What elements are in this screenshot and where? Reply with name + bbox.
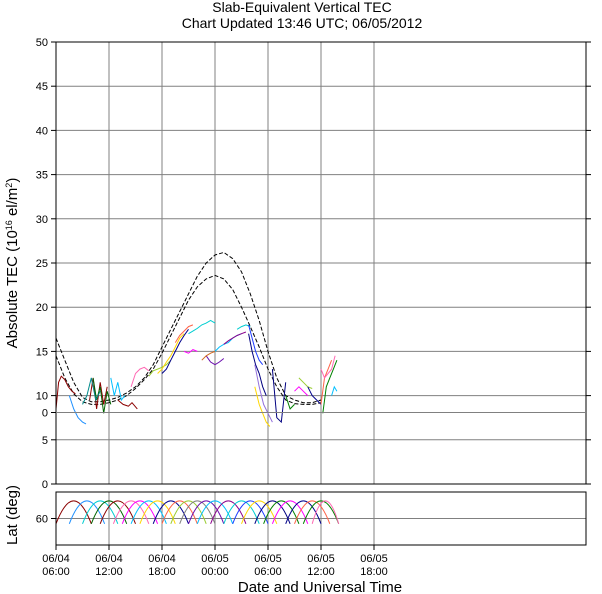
tec-series-line bbox=[188, 319, 216, 335]
tec-series-line bbox=[205, 355, 225, 366]
tec-series-line bbox=[161, 329, 189, 374]
tec-model-curve bbox=[55, 251, 322, 404]
tec-series-line bbox=[130, 366, 150, 387]
tec-series-line bbox=[55, 375, 76, 409]
y-tick-label: 40 bbox=[36, 125, 48, 137]
x-axis-title: Date and Universal Time bbox=[238, 579, 402, 594]
y-tick-label: 35 bbox=[36, 170, 48, 182]
latitude-panel: 0 60 bbox=[36, 408, 587, 546]
tec-series-line bbox=[248, 333, 267, 396]
tec-series-line bbox=[92, 377, 112, 414]
lat-track-arc bbox=[152, 500, 189, 524]
lat-track-arc bbox=[68, 500, 106, 524]
lat-track-arc bbox=[232, 500, 269, 524]
tec-series-line bbox=[248, 324, 264, 366]
x-axis-ticks: 06/0406:0006/0412:0006/0418:0006/0500:00… bbox=[42, 545, 388, 578]
lat-track-arc bbox=[121, 500, 159, 524]
lat-tick-label: 0 bbox=[42, 408, 48, 420]
tec-series-line bbox=[201, 350, 216, 361]
tec-series-line bbox=[254, 386, 271, 427]
tec-series-line bbox=[271, 369, 287, 424]
y-tick-label: 10 bbox=[36, 391, 48, 403]
lat-track-arc bbox=[302, 500, 340, 524]
y-tick-label: 50 bbox=[36, 37, 48, 49]
y-tick-label: 0 bbox=[42, 479, 48, 491]
x-tick-date-label: 06/05 bbox=[307, 553, 335, 565]
tec-series-line bbox=[298, 377, 313, 389]
chart-title: Slab-Equivalent Vertical TEC bbox=[212, 0, 392, 15]
tec-series-line bbox=[285, 395, 295, 410]
x-tick-time-label: 12:00 bbox=[95, 566, 123, 578]
y-tick-label: 45 bbox=[36, 81, 48, 93]
chart-subtitle: Chart Updated 13:46 UTC; 06/05/2012 bbox=[182, 15, 423, 31]
tec-series-line bbox=[117, 399, 138, 410]
x-tick-time-label: 06:00 bbox=[42, 566, 70, 578]
tec-series-line bbox=[307, 386, 322, 405]
tec-series-line bbox=[174, 324, 194, 343]
lat-track-arc bbox=[254, 500, 291, 524]
y-tick-label: 25 bbox=[36, 258, 48, 270]
y-axis-title: Absolute TEC (1016 el/m2) bbox=[4, 178, 21, 349]
tec-series-line bbox=[320, 355, 336, 379]
lat-track-arc bbox=[82, 500, 119, 524]
tec-series-line bbox=[223, 331, 247, 345]
tec-series-line bbox=[148, 359, 172, 377]
lat-track-arc bbox=[210, 500, 247, 524]
lat-track-arc bbox=[130, 500, 167, 524]
tec-panel: 0 5 10 15 20 25 30 35 40 45 50 bbox=[36, 37, 591, 491]
lat-track-arc bbox=[112, 500, 150, 524]
x-tick-date-label: 06/04 bbox=[95, 553, 123, 565]
x-tick-time-label: 00:00 bbox=[201, 566, 229, 578]
x-tick-date-label: 06/04 bbox=[42, 553, 70, 565]
tec-series-line bbox=[157, 333, 185, 374]
tec-series-line bbox=[254, 364, 273, 423]
lat-track-arc bbox=[55, 500, 92, 524]
lat-track-arc bbox=[179, 500, 216, 524]
lat-track-arc bbox=[196, 500, 234, 524]
tec-panel-frame bbox=[55, 41, 587, 485]
tec-series-line bbox=[331, 385, 338, 396]
x-tick-time-label: 06:00 bbox=[254, 566, 282, 578]
lat-track-arc bbox=[188, 500, 225, 524]
y-tick-label: 30 bbox=[36, 214, 48, 226]
tec-series-line bbox=[183, 349, 198, 354]
tec-series-line bbox=[82, 377, 101, 405]
lat-track-arc bbox=[161, 500, 198, 524]
y-tick-label: 5 bbox=[42, 435, 48, 447]
lat-track-arc bbox=[285, 500, 322, 524]
lat-track-arc bbox=[90, 500, 128, 524]
x-tick-time-label: 12:00 bbox=[307, 566, 335, 578]
tec-series-line bbox=[320, 360, 333, 405]
tec-series-line bbox=[236, 324, 251, 330]
x-tick-date-label: 06/04 bbox=[148, 553, 176, 565]
lat-tick-label: 60 bbox=[36, 514, 48, 526]
lat-track-arc bbox=[263, 500, 300, 524]
x-tick-date-label: 06/05 bbox=[360, 553, 388, 565]
lat-axis-title: Lat (deg) bbox=[4, 485, 21, 545]
x-tick-time-label: 18:00 bbox=[360, 566, 388, 578]
lat-track-arc bbox=[99, 500, 136, 524]
x-tick-time-label: 18:00 bbox=[148, 566, 176, 578]
x-tick-date-label: 06/05 bbox=[201, 553, 229, 565]
lat-track-arc bbox=[241, 500, 278, 524]
tec-series-line bbox=[294, 386, 309, 396]
lat-track-arc bbox=[139, 500, 176, 524]
lat-track-arc bbox=[223, 500, 260, 524]
lat-track-arc bbox=[170, 500, 207, 524]
lat-track-arc bbox=[311, 500, 340, 524]
tec-series-line bbox=[214, 333, 242, 352]
x-tick-date-label: 06/05 bbox=[254, 553, 282, 565]
tec-series-line bbox=[322, 360, 338, 414]
y-tick-label: 15 bbox=[36, 346, 48, 358]
y-tick-label: 20 bbox=[36, 302, 48, 314]
lat-track-arc bbox=[294, 500, 331, 524]
tec-series-line bbox=[110, 377, 126, 402]
lat-track-arc bbox=[271, 500, 309, 524]
tec-series-line bbox=[68, 395, 87, 425]
